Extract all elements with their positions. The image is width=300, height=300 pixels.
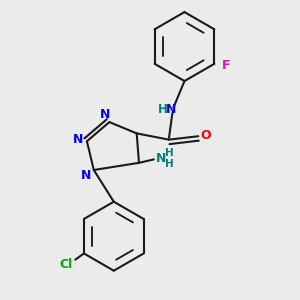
Text: Cl: Cl [59, 258, 72, 271]
Text: N: N [100, 108, 110, 121]
Text: N: N [81, 169, 92, 182]
Text: H: H [165, 158, 173, 169]
Text: O: O [200, 129, 211, 142]
Text: H: H [158, 103, 168, 116]
Text: F: F [221, 59, 230, 72]
Text: N: N [156, 152, 167, 165]
Text: H: H [165, 148, 173, 158]
Text: N: N [166, 103, 176, 116]
Text: N: N [72, 134, 83, 146]
